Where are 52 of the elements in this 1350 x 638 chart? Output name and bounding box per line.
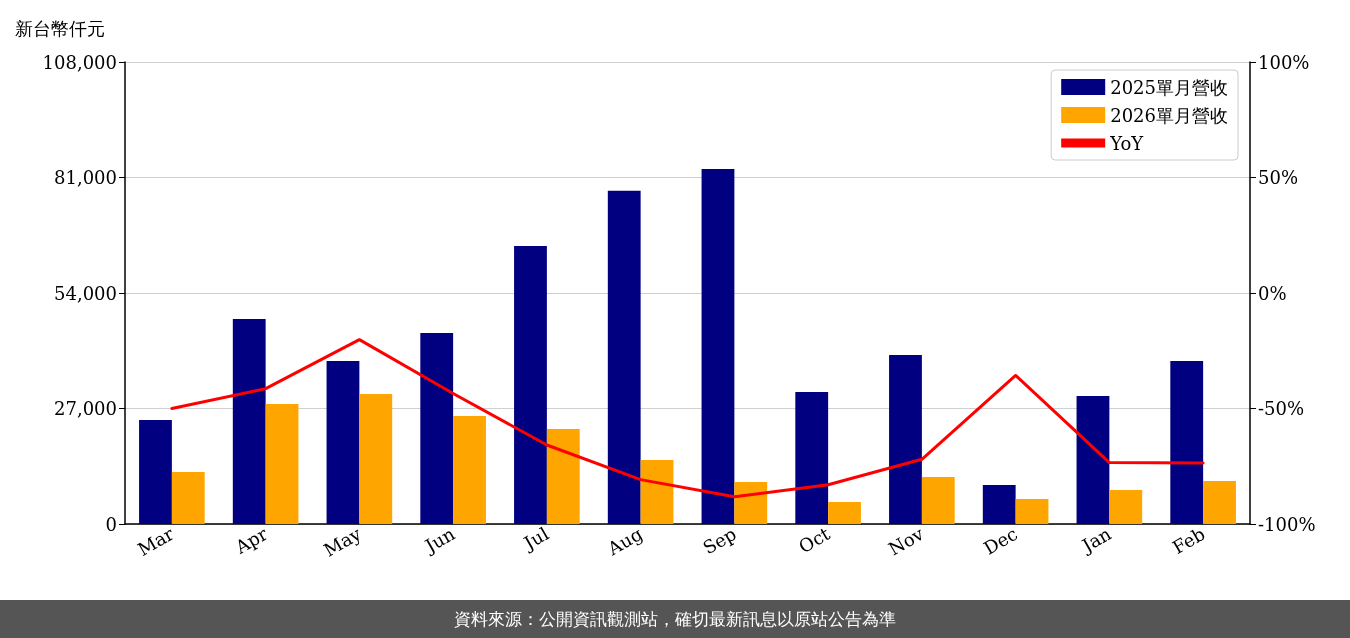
bar	[265, 404, 299, 524]
x-tick-label: Dec	[979, 522, 1021, 559]
bar	[1170, 361, 1204, 524]
y2-tick-label: 100%	[1258, 51, 1310, 73]
y2-tick-label: 50%	[1258, 167, 1299, 188]
y-tick-label: 27,000	[54, 398, 117, 419]
y-tick-label: 0	[105, 513, 117, 535]
x-tick-label: Oct	[795, 522, 835, 558]
bar	[607, 190, 641, 524]
y-tick-label: 81,000	[54, 167, 117, 188]
bar	[1203, 481, 1236, 524]
y-tick-label: 54,000	[54, 282, 117, 304]
legend-label: 2026單月營收	[1110, 104, 1228, 126]
x-tick-label: Aug	[603, 522, 646, 560]
bar	[640, 460, 674, 524]
bar	[1109, 489, 1143, 524]
bar	[1015, 498, 1049, 524]
bar	[420, 333, 454, 524]
bar	[326, 361, 360, 524]
x-tick-label: Apr	[230, 522, 272, 559]
bar	[171, 472, 205, 524]
x-tick-label: Jan	[1076, 522, 1115, 557]
bar	[701, 168, 735, 524]
bar	[139, 420, 172, 524]
x-tick-label: Feb	[1168, 522, 1209, 558]
y2-tick-label: -50%	[1258, 398, 1305, 419]
source-note: 資料來源：公開資訊觀測站，確切最新訊息以原站公告為準	[0, 600, 1350, 638]
legend-label: 2025單月營收	[1110, 76, 1228, 98]
x-tick-label: May	[320, 522, 366, 561]
x-tick-label: Mar	[133, 522, 178, 560]
bar	[514, 245, 547, 524]
bar	[453, 415, 486, 524]
bar	[828, 502, 861, 524]
bar	[921, 476, 955, 524]
bar	[982, 485, 1016, 524]
x-tick-label: Jun	[419, 522, 459, 558]
x-tick-label: Jul	[518, 522, 553, 555]
bar	[546, 429, 580, 524]
y2-tick-label: 0%	[1258, 282, 1287, 304]
line-series	[170, 338, 1205, 499]
bar	[889, 355, 922, 524]
bar	[734, 482, 768, 524]
x-tick-label: Sep	[699, 522, 740, 559]
y2-tick-label: -100%	[1258, 513, 1316, 535]
bar	[795, 391, 829, 524]
bar	[359, 393, 393, 524]
bar	[232, 319, 266, 524]
x-tick-label: Nov	[884, 522, 928, 560]
bar	[1076, 396, 1110, 524]
legend-label: YoY	[1109, 132, 1145, 154]
y-tick-label: 108,000	[42, 51, 117, 73]
y-axis-title: 新台幣仟元	[15, 17, 105, 39]
